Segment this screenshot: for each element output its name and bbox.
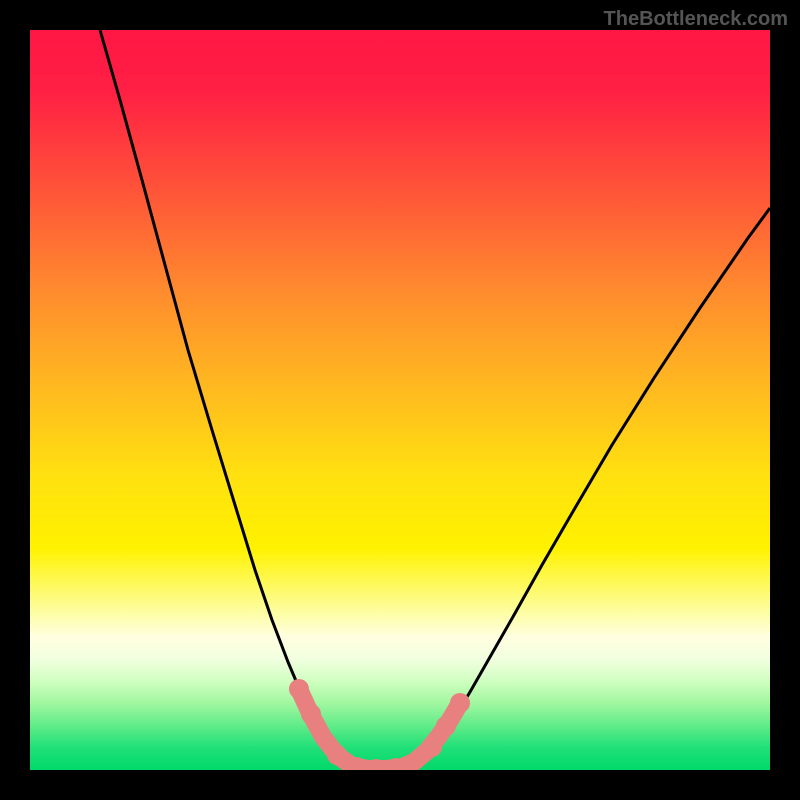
overlay-segment-path	[299, 689, 460, 769]
overlay-dot	[436, 716, 456, 736]
overlay-dot	[289, 679, 309, 699]
overlay-dot	[301, 704, 321, 724]
plot-area	[30, 30, 770, 770]
overlay-layer	[30, 30, 770, 770]
watermark-text: TheBottleneck.com	[604, 8, 788, 31]
overlay-dot	[450, 693, 470, 713]
overlay-dot	[327, 745, 347, 765]
overlay-dot	[422, 737, 442, 757]
